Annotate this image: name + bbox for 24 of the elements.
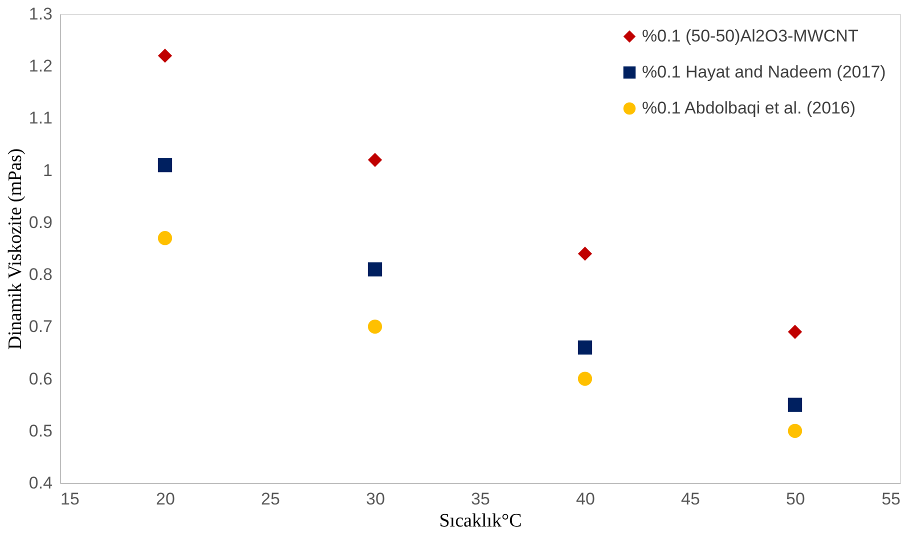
x-tick-label: 40 xyxy=(576,490,595,508)
x-axis-title: Sıcaklık°C xyxy=(439,510,522,532)
legend-label: %0.1 (50-50)Al2O3-MWCNT xyxy=(642,26,858,46)
x-tick-label: 25 xyxy=(261,490,280,508)
y-tick-label: 1.1 xyxy=(28,108,52,128)
x-tick-label: 20 xyxy=(156,490,175,508)
y-tick-label: 0.9 xyxy=(28,212,52,232)
x-tick-label: 35 xyxy=(471,490,490,508)
y-axis-title: Dinamik Viskozite (mPas) xyxy=(4,148,26,350)
y-tick-label: 1.3 xyxy=(28,4,52,24)
x-tick-label: 50 xyxy=(786,490,805,508)
legend-label: %0.1 Hayat and Nadeem (2017) xyxy=(642,62,886,82)
x-tick-label: 30 xyxy=(366,490,385,508)
y-tick-label: 0.7 xyxy=(28,317,52,336)
x-tick-label: 45 xyxy=(681,490,700,508)
y-tick-label: 0.8 xyxy=(28,265,52,284)
y-tick-label: 1 xyxy=(43,160,52,180)
x-tick-label: 55 xyxy=(882,490,900,508)
y-tick-label: 1.2 xyxy=(28,56,52,76)
y-tick-label: 0.4 xyxy=(28,474,52,492)
x-tick-label: 15 xyxy=(60,490,80,508)
y-tick-label: 0.5 xyxy=(28,421,52,440)
legend-label: %0.1 Abdolbaqi et al. (2016) xyxy=(642,98,856,118)
y-tick-label: 0.6 xyxy=(28,369,52,388)
